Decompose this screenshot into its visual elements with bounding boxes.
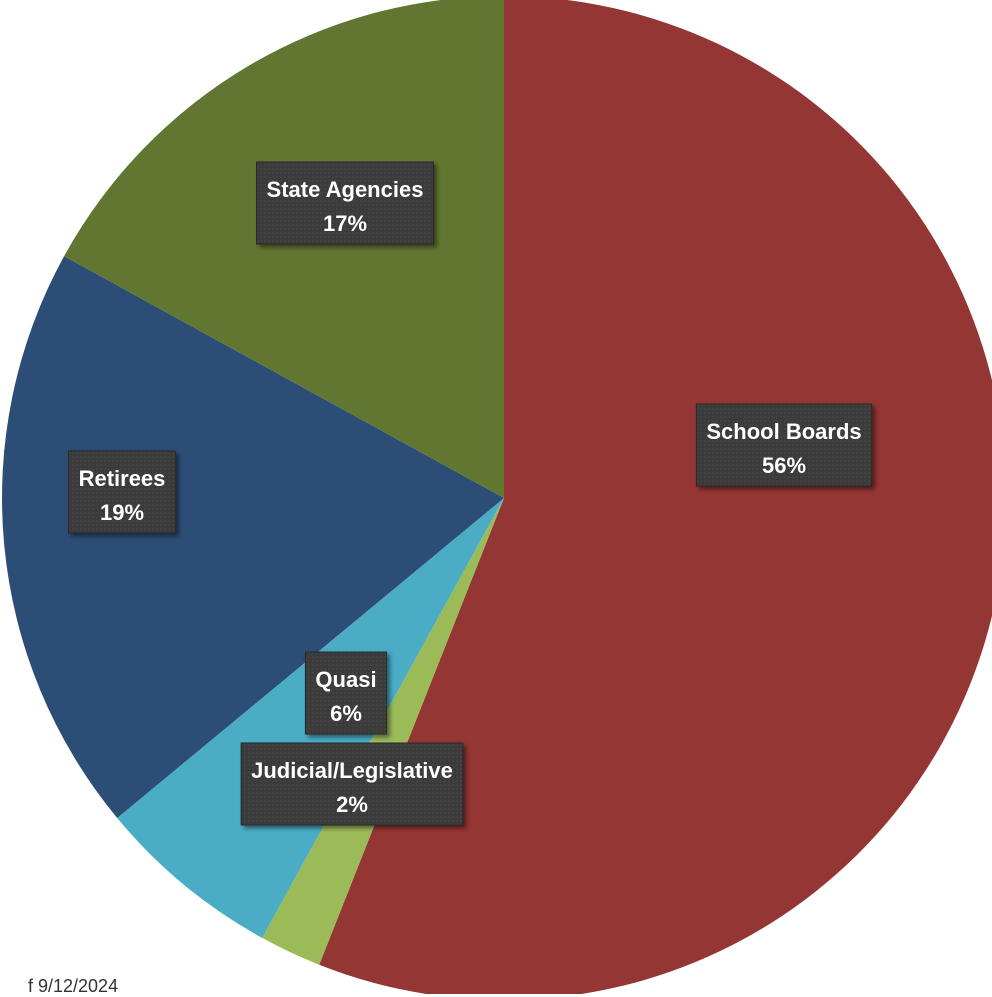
- slice-label-box: [256, 161, 434, 245]
- slice-label-name: Retirees: [79, 466, 166, 491]
- slice-label-name: State Agencies: [267, 177, 424, 202]
- slice-label-box: [240, 742, 464, 826]
- slice-label-school-boards: School Boards 56%: [695, 403, 873, 487]
- slice-label-box: [304, 651, 388, 735]
- pie-slice-state-agencies: [64, 0, 504, 498]
- slice-label-value: 56%: [762, 453, 806, 478]
- slice-label-name: Judicial/Legislative: [251, 758, 453, 783]
- pie-slice-school-boards: [319, 0, 992, 994]
- slice-label-value: 6%: [330, 701, 362, 726]
- slice-label-value: 2%: [336, 792, 368, 817]
- footnote: f 9/12/2024: [28, 976, 119, 996]
- slice-label-name: School Boards: [706, 419, 861, 444]
- slice-label-value: 19%: [100, 500, 144, 525]
- slice-label-judicial-legislative: Judicial/Legislative 2%: [240, 742, 464, 826]
- slice-label-name: Quasi: [315, 667, 376, 692]
- slice-label-quasi: Quasi 6%: [304, 651, 388, 735]
- slice-label-box: [68, 450, 176, 534]
- slice-label-state-agencies: State Agencies 17%: [256, 161, 434, 245]
- slice-label-box: [695, 403, 873, 487]
- slice-labels: School Boards 56% Judicial/Legislative 2% Qu…: [68, 161, 873, 826]
- pie-slice-retirees: [2, 256, 505, 818]
- slice-label-value: 17%: [323, 211, 367, 236]
- slice-label-retirees: Retirees 19%: [68, 450, 176, 534]
